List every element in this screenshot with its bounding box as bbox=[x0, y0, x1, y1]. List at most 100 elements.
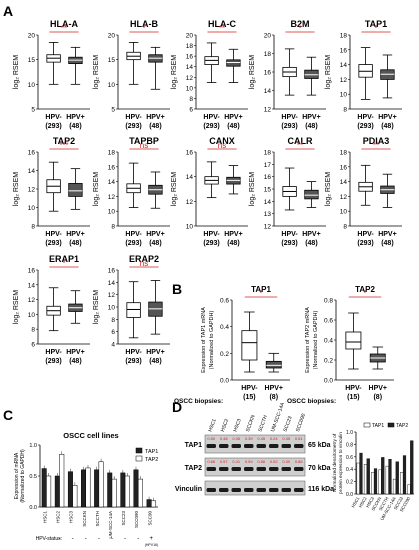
a-hla-a-box-hpv-pos bbox=[68, 46, 83, 85]
d-lane-label: SCCKN bbox=[245, 414, 257, 433]
a-erap2-iqr-box bbox=[126, 302, 141, 318]
a-erap1-n-neg: (293) bbox=[45, 358, 61, 365]
d-row-kda-vinculin: 116 kDa bbox=[308, 486, 334, 493]
c-legend-swatch-tap1 bbox=[135, 447, 143, 454]
a-pdia3-ytick-label: 12 bbox=[340, 194, 348, 201]
d-band-value: 0.35 bbox=[232, 436, 241, 441]
a-calr-ytick-label: 17 bbox=[264, 162, 272, 169]
a-calr-n-pos: (48) bbox=[305, 240, 317, 247]
a-tapbp-ytick-label: 12 bbox=[108, 194, 116, 201]
a-hla-a-xlabel-pos: HPV+ bbox=[66, 114, 84, 121]
a-pdia3-n-pos: (48) bbox=[381, 240, 393, 247]
a-tap1-title: TAP1 bbox=[365, 19, 387, 29]
a-erap2-xlabel-neg: HPV- bbox=[125, 349, 142, 356]
b-tap2-iqr-box bbox=[345, 331, 362, 350]
a-tap2-sig-label: *** bbox=[59, 141, 68, 150]
a-hla-c-chart: HLA-C** 6 8 10 12 14 16 18 20 log₂ RSEM HPV- HPV+ (2… bbox=[171, 19, 248, 130]
d-category-label: SCCKN bbox=[370, 496, 382, 512]
d-band-value: 0.56 bbox=[257, 459, 266, 464]
a-canx-ytick-label: 12 bbox=[186, 199, 194, 206]
a-pdia3-sig-label: ** bbox=[373, 141, 379, 150]
d-bar-tap2 bbox=[366, 458, 370, 495]
a-tap1-ytick-label: 16 bbox=[340, 47, 348, 54]
b-tap1-iqr-box bbox=[241, 330, 258, 361]
d-bar-tap2 bbox=[395, 461, 399, 495]
a-tapbp-xlabel-neg: HPV- bbox=[125, 231, 142, 238]
a-calr-sig-label: ** bbox=[297, 141, 303, 150]
a-tapbp-title: TAPBP bbox=[129, 136, 159, 146]
a-tap1-ytick-label: 12 bbox=[340, 77, 348, 84]
a-calr-ytick-label: 14 bbox=[264, 199, 272, 206]
a-tap2-ytick-label: 14 bbox=[28, 168, 36, 175]
c-hpv-mark: - bbox=[85, 536, 87, 542]
d-row-label-tap1: TAP1 bbox=[185, 442, 202, 449]
a-erap2-ytick-label: 10 bbox=[108, 305, 116, 312]
b-tap1-box-hpv-neg bbox=[241, 311, 258, 373]
d-row-kda-tap1: 65 kDa bbox=[308, 442, 331, 449]
c-ylabel-2: (Normalized to GAPDH) bbox=[20, 449, 26, 503]
panel-letter-a: A bbox=[3, 3, 13, 19]
d-band bbox=[281, 444, 291, 448]
a-canx-xlabel-pos: HPV+ bbox=[224, 231, 242, 238]
d-category-label: SCCTH bbox=[378, 496, 390, 511]
d-legend-swatch-tap2 bbox=[387, 422, 395, 428]
d-band bbox=[269, 444, 279, 448]
a-hla-b-n-neg: (293) bbox=[125, 123, 141, 130]
c-bar-tap2 bbox=[46, 475, 52, 508]
a-hla-b-chart: HLA-B* 5 10 15 20 log₂ RSEM HPV- HPV+ (293) (48) bbox=[93, 19, 170, 130]
a-b2m-ytick-label: 14 bbox=[264, 88, 272, 95]
b-tap1-chart: TAP1* 0.0 0.2 0.4 0.6 Expression of TAP1 mRNA… bbox=[201, 285, 290, 401]
a-tap2-ytick-label: 12 bbox=[28, 187, 36, 194]
d-legend-label-tap2: TAP2 bbox=[396, 423, 408, 429]
d-band bbox=[294, 488, 304, 492]
a-tap1-ytick-label: 10 bbox=[340, 92, 348, 99]
a-hla-b-ytick-label: 20 bbox=[108, 33, 116, 40]
d-band-value: 0.30 bbox=[282, 459, 291, 464]
b-tap2-chart: TAP2* 0.0 0.2 0.4 0.6 0.8 Expression of TAP2 m… bbox=[305, 285, 394, 401]
c-bar-tap1 bbox=[67, 471, 73, 508]
c-hpv-mark: - bbox=[45, 536, 47, 542]
c-category-label: SCC090 bbox=[134, 511, 139, 529]
d-band-value: 0.48 bbox=[220, 436, 229, 441]
a-tap1-chart: TAP1* 8 10 12 14 16 18 log₂ RSEM HPV- HPV+ (293) (4… bbox=[325, 19, 402, 130]
d-band bbox=[269, 488, 279, 492]
a-erap1-box-hpv-neg bbox=[46, 287, 61, 332]
d-bar-tap1 bbox=[356, 462, 360, 495]
panel-letters: A B C D bbox=[3, 3, 182, 423]
a-erap2-ytick-label: 6 bbox=[111, 329, 115, 336]
b-tap2-ytick-label: 0.0 bbox=[324, 378, 333, 385]
a-tap2-iqr-box bbox=[68, 183, 83, 197]
a-hla-c-ytick-label: 20 bbox=[186, 33, 194, 40]
d-ytick-label: 0.2 bbox=[346, 480, 353, 486]
a-hla-c-iqr-box bbox=[226, 59, 241, 67]
d-row-label-tap2: TAP2 bbox=[185, 465, 202, 472]
c-ylabel: Expression of mRNA bbox=[14, 452, 20, 499]
a-hla-c-sig-label: ** bbox=[219, 24, 225, 33]
a-tap2-ytick-label: 16 bbox=[28, 150, 36, 157]
d-bar-tap2 bbox=[388, 459, 392, 495]
d-ytick-label: 0.0 bbox=[346, 492, 353, 498]
b-tap1-title: TAP1 bbox=[251, 285, 271, 294]
a-pdia3-title: PDIA3 bbox=[363, 136, 390, 146]
b-tap2-ytick-label: 0.4 bbox=[324, 338, 333, 345]
d-blot-vinculin bbox=[204, 480, 306, 496]
a-tap2-xlabel-neg: HPV- bbox=[45, 231, 62, 238]
d-row-label-vinculin: Vinculin bbox=[175, 486, 202, 493]
a-tapbp-ytick-label: 10 bbox=[108, 209, 116, 216]
a-hla-b-box-hpv-pos bbox=[148, 46, 163, 90]
a-b2m-ytick-label: 16 bbox=[264, 70, 272, 77]
a-hla-a-sig-label: ** bbox=[61, 24, 67, 33]
a-erap1-chart: ERAP1* 6 8 10 12 14 16 log₂ RSEM HPV- HPV+ (293) (4… bbox=[13, 254, 90, 365]
a-erap2-sig-label: ns bbox=[140, 259, 148, 268]
c-legend-label-tap1: TAP1 bbox=[145, 449, 158, 455]
d-category-label: HSC2 bbox=[358, 495, 368, 508]
a-hla-b-xlabel-pos: HPV+ bbox=[146, 114, 164, 121]
c-bar-tap1 bbox=[107, 472, 113, 508]
b-tap2-n-pos: (8) bbox=[373, 394, 382, 401]
d-ylabel-2: protein expression to vinculin bbox=[338, 432, 344, 494]
a-pdia3-ytick-label: 10 bbox=[340, 209, 348, 216]
a-b2m-ytick-label: 20 bbox=[264, 33, 272, 40]
a-canx-box-hpv-pos bbox=[226, 165, 241, 195]
